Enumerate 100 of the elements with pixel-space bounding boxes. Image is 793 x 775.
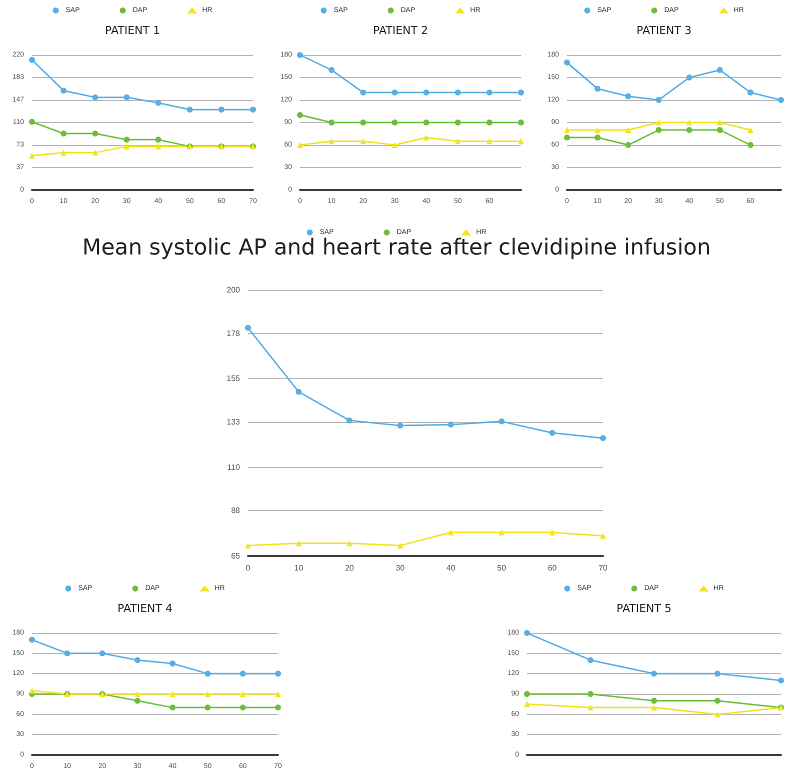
point <box>92 94 98 100</box>
point <box>656 127 662 133</box>
point <box>275 704 281 711</box>
chart-title: Mean systolic AP and heart rate after clevidipine infusion <box>82 236 711 260</box>
point <box>625 93 632 100</box>
point <box>328 120 335 126</box>
y-tick-label: 110 <box>227 462 241 472</box>
point <box>204 670 211 677</box>
y-tick-label: 88 <box>231 506 241 516</box>
point <box>747 127 754 133</box>
point <box>518 138 524 144</box>
point <box>423 120 430 126</box>
point <box>240 670 246 677</box>
point <box>218 106 224 113</box>
point <box>588 657 594 664</box>
x-tick-label: 0 <box>246 564 251 572</box>
point <box>392 142 398 148</box>
point <box>99 650 106 656</box>
point <box>296 540 302 546</box>
point <box>747 90 754 96</box>
point <box>588 704 594 711</box>
point <box>204 704 211 711</box>
point <box>716 127 723 133</box>
y-tick-label: 155 <box>226 374 241 384</box>
point <box>625 142 632 148</box>
point <box>778 97 784 103</box>
point <box>296 388 302 395</box>
point <box>778 677 784 684</box>
point <box>360 90 366 96</box>
y-tick-label: 178 <box>226 328 241 338</box>
point <box>360 138 366 144</box>
point <box>155 100 162 106</box>
point <box>397 542 404 549</box>
chart-title: PATIENT 3 <box>636 24 692 37</box>
point <box>275 670 281 677</box>
point <box>686 127 692 133</box>
point <box>60 150 67 156</box>
point <box>564 134 570 140</box>
point <box>124 136 130 143</box>
point <box>29 118 35 125</box>
y-tick-label: 200 <box>226 286 241 294</box>
point <box>594 134 601 140</box>
point <box>651 704 657 711</box>
point <box>686 120 692 126</box>
point <box>600 532 606 539</box>
point <box>297 52 303 58</box>
point <box>392 90 398 96</box>
point <box>170 660 176 666</box>
point <box>747 142 754 148</box>
point <box>518 120 524 126</box>
point <box>549 430 556 436</box>
point <box>549 529 556 536</box>
point <box>297 112 303 118</box>
point <box>716 120 723 126</box>
point <box>64 650 70 656</box>
point <box>245 542 251 549</box>
point <box>564 60 570 66</box>
point <box>328 67 335 73</box>
point <box>651 698 657 704</box>
point <box>155 143 162 150</box>
point <box>600 435 606 442</box>
point <box>714 698 720 704</box>
point <box>397 422 404 429</box>
point <box>454 138 461 144</box>
point <box>29 688 35 694</box>
point <box>588 691 594 697</box>
chart-title: PATIENT 5 <box>616 602 672 615</box>
point <box>92 130 98 137</box>
chart-title: PATIENT 1 <box>105 24 160 37</box>
point <box>124 143 130 150</box>
point <box>240 691 246 697</box>
point <box>454 90 461 96</box>
point <box>498 418 505 424</box>
point <box>486 120 492 126</box>
point <box>448 529 454 536</box>
point <box>714 711 720 718</box>
point <box>275 691 281 697</box>
x-tick-label: 40 <box>446 564 456 572</box>
y-tick-label: 65 <box>231 552 241 560</box>
point <box>454 120 461 126</box>
point <box>134 691 140 697</box>
point <box>60 88 67 94</box>
point <box>134 657 140 664</box>
point <box>524 701 530 708</box>
point <box>170 691 176 697</box>
point <box>250 106 256 113</box>
point <box>625 127 632 133</box>
point <box>297 142 303 148</box>
chart-title: PATIENT 2 <box>373 24 428 37</box>
point <box>134 698 140 704</box>
point <box>60 130 67 137</box>
point <box>423 90 430 96</box>
point <box>486 138 492 144</box>
point <box>29 152 35 159</box>
point <box>714 670 720 677</box>
point <box>240 704 246 711</box>
point <box>170 704 176 711</box>
point <box>92 150 98 156</box>
point <box>524 691 530 697</box>
point <box>564 127 570 133</box>
